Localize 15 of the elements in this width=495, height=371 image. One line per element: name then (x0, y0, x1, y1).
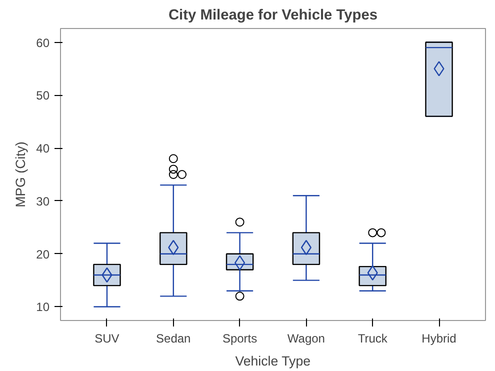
x-tick-label: Sports (222, 332, 258, 346)
y-tick-label: 20 (36, 247, 50, 262)
y-tick-label: 30 (36, 194, 50, 208)
x-axis-title: Vehicle Type (235, 354, 311, 368)
y-tick-label: 50 (36, 88, 50, 103)
x-tick-label: SUV (94, 332, 120, 346)
x-tick-label: Hybrid (422, 332, 456, 346)
y-tick-label: 40 (36, 142, 50, 156)
x-tick-label: Truck (358, 332, 388, 346)
x-tick-label: Wagon (287, 332, 325, 346)
y-tick-label: 10 (36, 300, 50, 314)
x-tick-label: Sedan (156, 332, 191, 346)
y-tick-label: 60 (36, 36, 50, 50)
y-axis-title: MPG (City) (13, 142, 28, 208)
chart-title: City Mileage for Vehicle Types (168, 8, 378, 24)
